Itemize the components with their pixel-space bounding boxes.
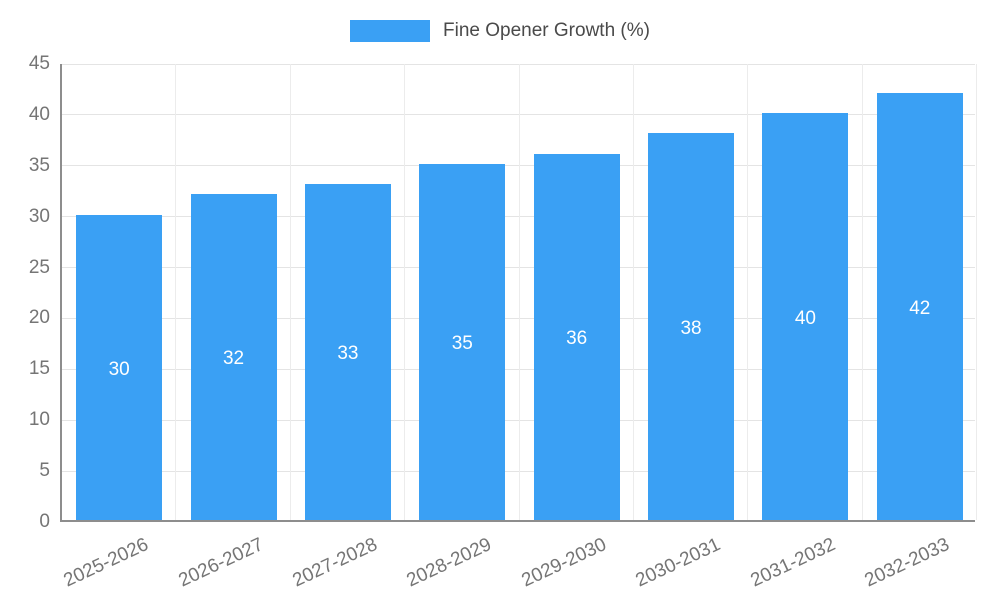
bar-value-label: 35 xyxy=(451,333,473,354)
x-axis-tick-label: 2032-2033 xyxy=(861,534,953,592)
gridline-horizontal xyxy=(62,368,975,370)
gridline-horizontal xyxy=(62,419,975,421)
y-axis-tick-label: 25 xyxy=(28,256,50,278)
bar xyxy=(762,113,848,520)
gridline-horizontal xyxy=(62,114,975,116)
bar-value-label: 33 xyxy=(337,343,359,364)
x-axis-tick-label: 2031-2032 xyxy=(747,534,839,592)
bar-value-label: 40 xyxy=(794,307,817,329)
y-axis-tick-label: 30 xyxy=(28,205,50,227)
x-axis-tick-label: 2026-2027 xyxy=(175,534,267,592)
y-axis-tick-label: 10 xyxy=(28,409,50,431)
gridline-vertical xyxy=(633,64,634,520)
gridline-vertical xyxy=(404,64,405,520)
gridline-horizontal xyxy=(62,470,975,472)
x-axis-tick-label: 2027-2028 xyxy=(289,534,381,592)
bar xyxy=(305,184,391,520)
bar-value-label: 36 xyxy=(566,328,588,349)
gridline-vertical xyxy=(862,64,863,520)
gridline-horizontal xyxy=(62,63,975,65)
y-axis-tick-label: 45 xyxy=(28,53,50,74)
bar xyxy=(648,133,734,520)
bar-value-label: 32 xyxy=(222,348,245,369)
x-axis-tick-label: 2029-2030 xyxy=(518,534,610,592)
x-axis-tick-label: 2030-2031 xyxy=(632,534,724,592)
bar-value-label: 42 xyxy=(909,297,931,319)
gridline-vertical xyxy=(290,64,291,520)
bar xyxy=(534,154,620,520)
y-axis-tick-label: 20 xyxy=(28,307,50,329)
gridline-vertical xyxy=(976,64,977,520)
gridline-horizontal xyxy=(62,267,975,269)
y-axis-tick-label: 5 xyxy=(39,460,50,482)
bar xyxy=(877,93,963,520)
bar xyxy=(76,215,162,520)
gridline-vertical xyxy=(747,64,748,520)
chart-legend[interactable]: Fine Opener Growth (%) xyxy=(0,20,1000,42)
y-axis-tick-label: 0 xyxy=(39,511,50,532)
bar-value-label: 30 xyxy=(108,358,130,380)
legend-swatch xyxy=(350,20,431,42)
bar-value-label: 38 xyxy=(680,317,702,339)
x-axis-tick-label: 2025-2026 xyxy=(60,534,153,592)
y-axis-tick-label: 35 xyxy=(28,154,50,176)
gridline-horizontal xyxy=(62,317,975,319)
plot-area: 30 32 33 35 36 38 40 42 xyxy=(60,63,977,522)
x-axis-tick-label: 2028-2029 xyxy=(403,534,496,592)
gridline-vertical xyxy=(519,64,520,520)
y-axis-tick-label: 15 xyxy=(28,358,50,380)
legend-label: Fine Opener Growth (%) xyxy=(443,20,650,41)
bar xyxy=(191,194,277,520)
gridline-horizontal xyxy=(62,165,975,167)
bar xyxy=(419,164,505,520)
gridline-horizontal xyxy=(62,216,975,218)
gridline-vertical xyxy=(175,64,176,520)
y-axis-tick-label: 40 xyxy=(28,103,50,125)
